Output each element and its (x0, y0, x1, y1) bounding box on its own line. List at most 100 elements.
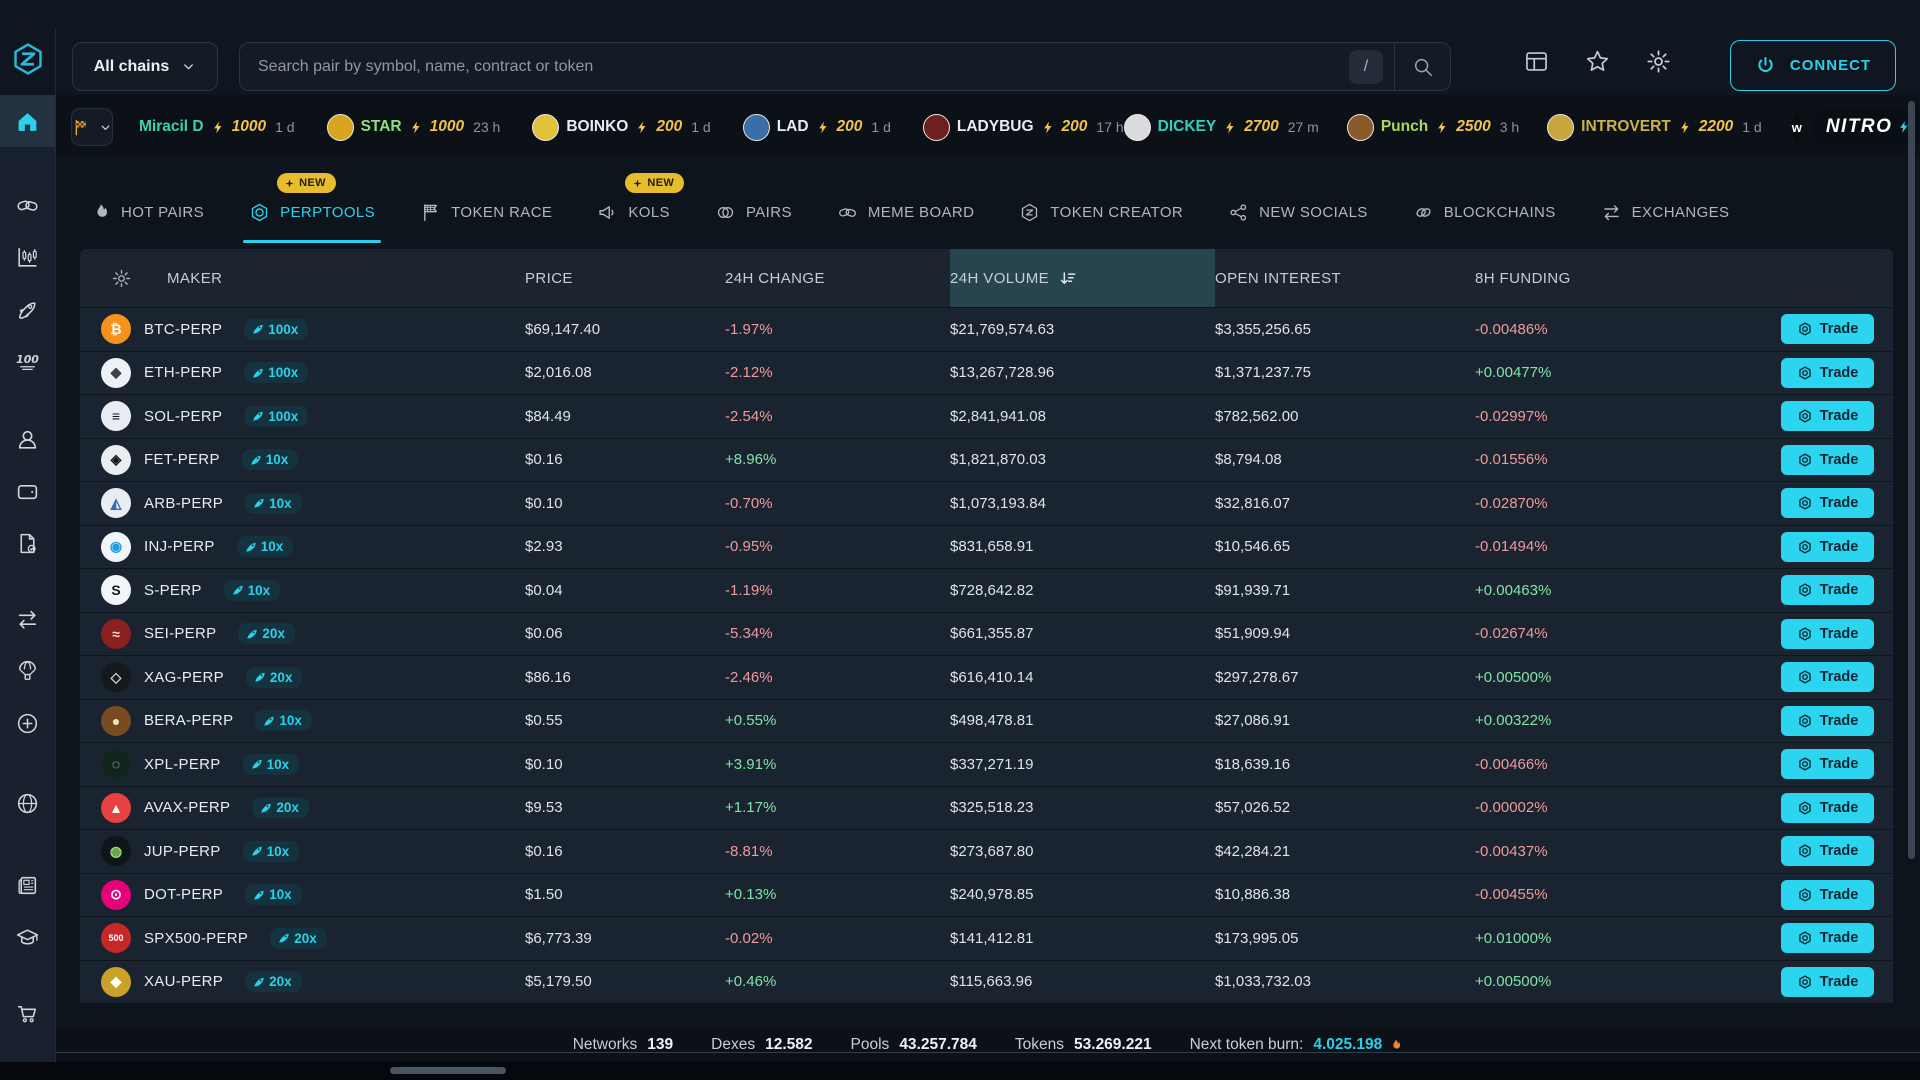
column-header-8h-funding[interactable]: 8H FUNDING (1475, 269, 1571, 287)
table-row[interactable]: ◆ ETH-PERP 100x $2,016.08 -2.12% $13,267… (80, 350, 1893, 394)
column-header-maker[interactable]: MAKER (80, 249, 525, 307)
hexagon-icon (1797, 930, 1813, 946)
sidebar-item[interactable] (0, 645, 55, 697)
nav-tab[interactable]: EXCHANGES (1601, 202, 1730, 243)
trade-button[interactable]: Trade (1781, 314, 1874, 345)
sidebar-item[interactable] (0, 283, 55, 335)
column-header-open-interest[interactable]: OPEN INTEREST (1215, 269, 1342, 287)
ticker-flag-dropdown[interactable] (71, 108, 113, 146)
dextools-logo[interactable] (11, 42, 45, 76)
volume-cell: $728,642.82 (950, 581, 1034, 599)
trade-button[interactable]: Trade (1781, 488, 1874, 519)
nav-tab[interactable]: NEW KOLS (597, 173, 685, 243)
nav-tab[interactable]: TOKEN RACE (420, 202, 552, 243)
table-row[interactable]: ◇ XAG-PERP 20x $86.16 -2.46% $616,410.14… (80, 655, 1893, 699)
change-cell: -2.54% (725, 407, 773, 425)
hexagon-icon (1797, 452, 1813, 468)
search-input[interactable] (240, 57, 1349, 76)
table-row[interactable]: ◌ XPL-PERP 10x $0.10 +3.91% $337,271.19 … (80, 742, 1893, 786)
ticker-promo-item[interactable]: Punch 2500 3 h (1346, 113, 1519, 141)
chain-selector[interactable]: All chains (72, 42, 218, 91)
table-row[interactable]: ⊙ DOT-PERP 10x $1.50 +0.13% $240,978.85 … (80, 872, 1893, 916)
promo-time: 27 m (1287, 119, 1319, 135)
maker-cell: ◭ ARB-PERP 10x (80, 488, 525, 519)
trade-button[interactable]: Trade (1781, 444, 1874, 475)
sidebar-item[interactable] (0, 593, 55, 645)
connect-button[interactable]: CONNECT (1730, 40, 1896, 91)
table-row[interactable]: S S-PERP 10x $0.04 -1.19% $728,642.82 $9… (80, 568, 1893, 612)
column-header-24h-change[interactable]: 24H CHANGE (725, 269, 825, 287)
nav-tab[interactable]: MEME BOARD (837, 202, 975, 243)
table-row[interactable]: ◈ FET-PERP 10x $0.16 +8.96% $1,821,870.0… (80, 437, 1893, 481)
sidebar-item[interactable] (0, 179, 55, 231)
table-row[interactable]: ₿ BTC-PERP 100x $69,147.40 -1.97% $21,76… (80, 307, 1893, 351)
table-row[interactable]: ◭ ARB-PERP 10x $0.10 -0.70% $1,073,193.8… (80, 481, 1893, 525)
ticker-promo-item[interactable]: Miracil D 1000 1 d (139, 118, 295, 136)
change-cell: -5.34% (725, 625, 773, 643)
table-row[interactable]: ≡ SOL-PERP 100x $84.49 -2.54% $2,841,941… (80, 394, 1893, 438)
table-settings-gear-icon[interactable] (111, 268, 132, 289)
trade-button[interactable]: Trade (1781, 792, 1874, 823)
ticker-promo-item[interactable]: LADYBUG 200 17 h (922, 113, 1124, 141)
trade-button[interactable]: Trade (1781, 401, 1874, 432)
nav-tab[interactable]: NEW SOCIALS (1228, 202, 1368, 243)
column-header-24h-volume-sorted[interactable]: 24H VOLUME (950, 249, 1215, 307)
trade-button[interactable]: Trade (1781, 749, 1874, 780)
nav-tab[interactable]: TOKEN CREATOR (1019, 202, 1183, 243)
sidebar-item[interactable] (0, 777, 55, 829)
volume-cell: $2,841,941.08 (950, 407, 1046, 425)
sidebar-item[interactable] (0, 859, 55, 911)
trade-button[interactable]: Trade (1781, 662, 1874, 693)
favorites-star-icon[interactable] (1584, 48, 1611, 75)
sidebar-item[interactable] (0, 413, 55, 465)
column-header-price[interactable]: PRICE (525, 269, 573, 287)
sidebar-item[interactable] (0, 987, 55, 1039)
vertical-scrollbar-handle[interactable] (1908, 101, 1915, 859)
layout-columns-icon[interactable] (1523, 48, 1550, 75)
ticker-promo-item[interactable]: LAD 200 1 d (742, 113, 891, 141)
sidebar-item[interactable]: 100 (0, 335, 55, 387)
trade-button[interactable]: Trade (1781, 531, 1874, 562)
ticker-promo-item[interactable]: DICKEY 2700 27 m (1123, 113, 1319, 141)
open-interest-cell: $1,371,237.75 (1215, 364, 1311, 382)
sidebar-item[interactable] (0, 697, 55, 749)
trade-button[interactable]: Trade (1781, 836, 1874, 867)
trade-button[interactable]: Trade (1781, 879, 1874, 910)
nav-tab[interactable]: HOT PAIRS (90, 202, 204, 243)
table-row[interactable]: 500 SPX500-PERP 20x $6,773.39 -0.02% $14… (80, 916, 1893, 960)
nav-tab[interactable]: PAIRS (715, 202, 792, 243)
sidebar-item[interactable] (0, 517, 55, 569)
horizontal-scrollbar-handle[interactable] (390, 1067, 506, 1074)
sidebar-item[interactable] (0, 465, 55, 517)
change-cell: -0.02% (725, 929, 773, 947)
volume-cell: $21,769,574.63 (950, 320, 1055, 338)
sidebar-item[interactable] (0, 231, 55, 283)
table-row[interactable]: ◉ INJ-PERP 10x $2.93 -0.95% $831,658.91 … (80, 524, 1893, 568)
table-row[interactable]: ≈ SEI-PERP 20x $0.06 -5.34% $661,355.87 … (80, 611, 1893, 655)
ticker-promo-item[interactable]: INTROVERT 2200 1 d (1547, 113, 1762, 141)
ticker-promo-item[interactable]: STAR 1000 23 h (326, 113, 500, 141)
sidebar-item[interactable] (0, 911, 55, 963)
whale-logo-icon[interactable]: w (1791, 113, 1802, 141)
table-row[interactable]: ◆ XAU-PERP 20x $5,179.50 +0.46% $115,663… (80, 959, 1893, 1003)
trade-button[interactable]: Trade (1781, 575, 1874, 606)
trade-button[interactable]: Trade (1781, 966, 1874, 997)
nitro-logo[interactable]: NITRO (1809, 108, 1920, 146)
settings-gear-icon[interactable] (1645, 48, 1672, 75)
vertical-scrollbar[interactable] (1908, 95, 1915, 1030)
trade-button[interactable]: Trade (1781, 705, 1874, 736)
search-button[interactable] (1394, 43, 1450, 90)
sidebar-item[interactable] (0, 95, 55, 147)
tab-label: NEW SOCIALS (1259, 204, 1368, 221)
nav-tab[interactable]: BLOCKCHAINS (1413, 202, 1556, 243)
trade-button[interactable]: Trade (1781, 923, 1874, 954)
table-row[interactable]: ● BERA-PERP 10x $0.55 +0.55% $498,478.81… (80, 698, 1893, 742)
ticker-promo-item[interactable]: BOINKO 200 1 d (532, 113, 711, 141)
table-row[interactable]: ◍ JUP-PERP 10x $0.16 -8.81% $273,687.80 … (80, 829, 1893, 873)
column-header-trade (1763, 249, 1893, 307)
trade-button[interactable]: Trade (1781, 618, 1874, 649)
table-row[interactable]: ▲ AVAX-PERP 20x $9.53 +1.17% $325,518.23… (80, 785, 1893, 829)
trade-button[interactable]: Trade (1781, 357, 1874, 388)
nav-tab[interactable]: NEW PERPTOOLS (243, 173, 382, 243)
hexagon-icon (1797, 321, 1813, 337)
